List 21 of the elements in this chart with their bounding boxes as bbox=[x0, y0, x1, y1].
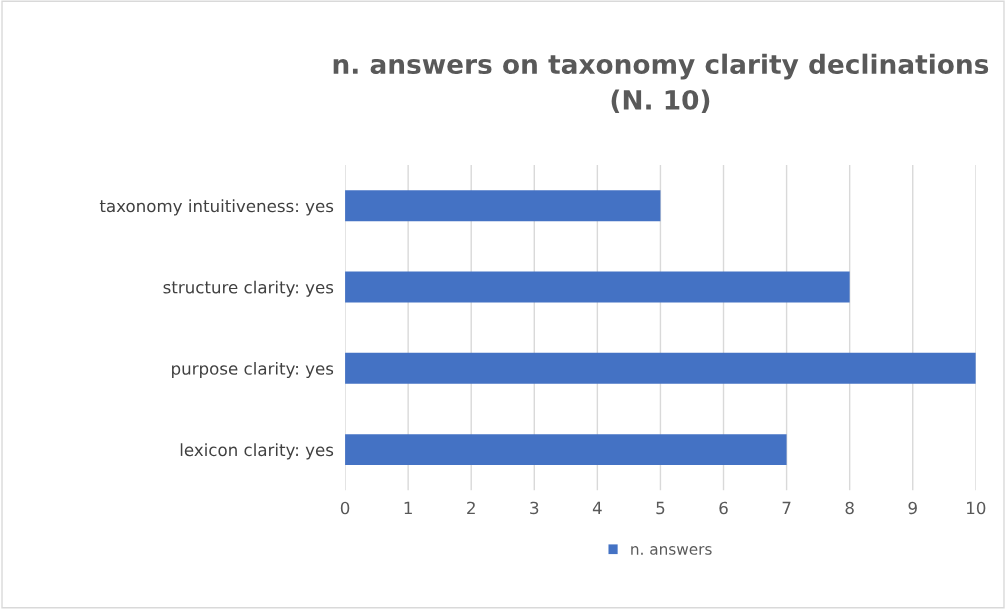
bar bbox=[345, 190, 661, 222]
bar bbox=[345, 352, 976, 384]
x-tick-label: 4 bbox=[592, 501, 602, 515]
legend-label: n. answers bbox=[631, 546, 712, 555]
x-tick-label: 7 bbox=[782, 501, 791, 515]
x-tick-label: 8 bbox=[845, 501, 854, 515]
x-tick-label: 1 bbox=[404, 501, 412, 515]
y-tick-label: lexicon clarity: yes bbox=[180, 443, 334, 460]
chart-title: n. answers on taxonomy clarity declinations (N. 10) bbox=[333, 53, 989, 113]
x-tick-label: 0 bbox=[340, 501, 350, 515]
bar bbox=[345, 271, 850, 303]
x-tick-label: 6 bbox=[719, 501, 728, 515]
y-tick-label: taxonomy intuitiveness: yes bbox=[99, 199, 334, 216]
x-tick-label: 5 bbox=[656, 501, 665, 515]
y-tick-label: structure clarity: yes bbox=[163, 280, 334, 297]
bar bbox=[345, 434, 787, 466]
x-tick-label: 10 bbox=[967, 501, 986, 515]
x-tick-label: 2 bbox=[467, 501, 475, 515]
y-tick-label: purpose clarity: yes bbox=[172, 361, 334, 379]
x-tick-label: 9 bbox=[908, 501, 917, 515]
x-tick-label: 3 bbox=[530, 501, 539, 515]
